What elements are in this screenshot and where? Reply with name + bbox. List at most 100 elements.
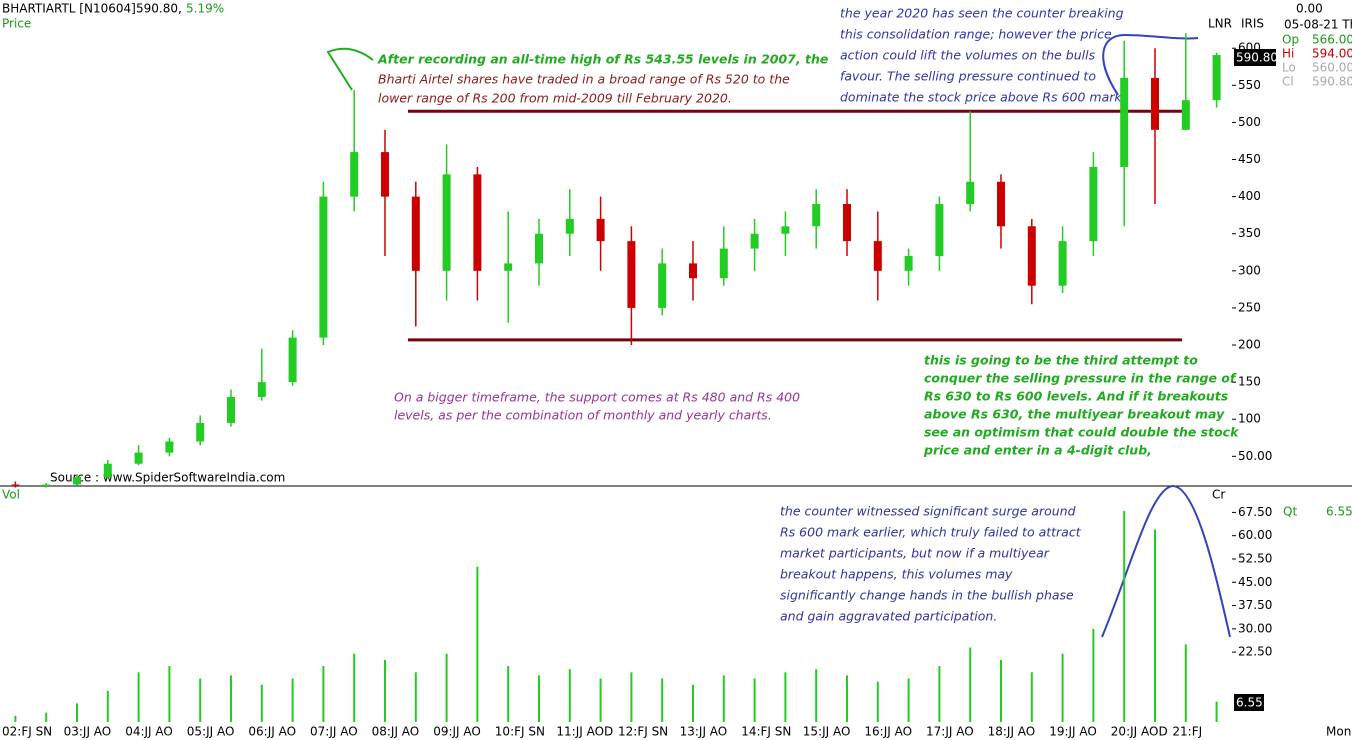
x-tick-label: 14:FJ SN xyxy=(741,725,791,739)
volume-bar xyxy=(630,672,633,722)
price: 590.80, xyxy=(136,2,182,16)
volume-bar xyxy=(876,681,879,722)
candle-body xyxy=(596,218,605,242)
candle-body xyxy=(381,152,389,197)
y-tick-label: 400 xyxy=(1238,189,1261,203)
annotation-line: significantly change hands in the bullis… xyxy=(780,588,1074,603)
candle-body xyxy=(1212,55,1221,101)
annotation-line: breakout happens, this volumes may xyxy=(780,567,1013,582)
candle-body xyxy=(750,233,759,249)
volume-bar xyxy=(907,678,910,722)
y-tick-label: 600 xyxy=(1238,41,1261,55)
volume-bar xyxy=(599,678,602,722)
volume-bar xyxy=(45,712,48,722)
volume-bar xyxy=(938,666,941,722)
annotation-line: this is going to be the third attempt to xyxy=(924,353,1198,368)
annotation-line: this consolidation range; however the pr… xyxy=(840,27,1112,42)
x-tick-label: 02:FJ SN xyxy=(2,725,52,739)
y-tick-label: 60.00 xyxy=(1238,528,1272,542)
candle-body xyxy=(1120,77,1129,167)
annotation-line: conquer the selling pressure in the rang… xyxy=(924,371,1237,386)
volume-bar xyxy=(692,684,694,722)
candle-body xyxy=(1151,77,1159,130)
candle-body xyxy=(1058,241,1067,286)
volume-bar xyxy=(568,669,571,722)
volume-bar xyxy=(538,675,540,722)
candle-body xyxy=(781,226,790,234)
y-tick-label: 150 xyxy=(1238,375,1261,389)
candle-body xyxy=(843,204,851,242)
volume-bar xyxy=(753,678,756,722)
candle-body xyxy=(350,152,359,197)
annotation-line: Rs 630 to Rs 600 levels. And if it break… xyxy=(924,389,1228,404)
volume-bar xyxy=(1061,653,1064,722)
volume-bar xyxy=(14,715,17,722)
volume-bar xyxy=(230,675,232,722)
candle-body xyxy=(689,263,697,279)
volume-bar xyxy=(1184,644,1187,722)
quote-label: Lo xyxy=(1282,61,1296,75)
y-tick-label: 350 xyxy=(1238,226,1261,240)
candle-body xyxy=(504,263,513,271)
annotation-line: favour. The selling pressure continued t… xyxy=(840,69,1096,84)
y-tick-label: 37.50 xyxy=(1238,598,1272,612)
annotation-line: On a bigger timeframe, the support comes… xyxy=(394,390,800,405)
annotation-line: above Rs 630, the multiyear breakout may xyxy=(924,407,1225,422)
y-tick-label: 52.50 xyxy=(1238,551,1272,565)
volume-bar xyxy=(445,653,448,722)
candle-body xyxy=(812,204,821,227)
y-tick-label: 50.00 xyxy=(1238,449,1272,463)
volume-bar xyxy=(846,675,848,722)
y-tick-label: 300 xyxy=(1238,263,1261,277)
annotation-line: price and enter in a 4-digit club, xyxy=(923,443,1152,458)
x-tick-label: 10:FJ SN xyxy=(495,725,545,739)
candle-body xyxy=(1027,226,1036,286)
annotation-line: After recording an all-time high of Rs 5… xyxy=(377,52,828,67)
quote-top: 0.00 xyxy=(1296,2,1323,16)
candle-body xyxy=(719,248,728,279)
y-tick-label: 30.00 xyxy=(1238,621,1272,635)
y-tick-label: 45.00 xyxy=(1238,575,1272,589)
volume-bar xyxy=(260,684,263,722)
candle-body xyxy=(103,463,112,478)
x-tick-label: 09:JJ AO xyxy=(433,725,481,739)
volume-bar xyxy=(1154,529,1156,722)
volume-bar xyxy=(722,675,725,722)
volume-bar xyxy=(476,566,479,722)
qt-label: Qt xyxy=(1283,505,1297,519)
volume-bar xyxy=(507,666,510,722)
volume-arc xyxy=(1101,484,1231,638)
x-tick-label: 18:JJ AO xyxy=(988,725,1036,739)
volume-bar xyxy=(414,672,417,722)
candle-body xyxy=(873,241,882,271)
candle-body xyxy=(658,263,667,308)
change: 5.19% xyxy=(186,2,224,16)
y-tick-label: 200 xyxy=(1238,338,1261,352)
quote-value: 590.80 xyxy=(1312,75,1352,89)
quote-value: 560.00 xyxy=(1312,61,1352,75)
last-volume: 6.55 xyxy=(1236,696,1263,710)
candle-body xyxy=(134,452,143,464)
x-tick-label: 07:JJ AO xyxy=(310,725,358,739)
candle-body xyxy=(473,174,482,271)
x-tick-label: 05:JJ AO xyxy=(187,725,235,739)
volume-bar xyxy=(199,678,202,722)
candle-body xyxy=(442,174,451,271)
volume-bar xyxy=(784,672,787,722)
iris: IRIS xyxy=(1241,17,1264,31)
x-tick-label: 08:JJ AO xyxy=(372,725,420,739)
candle-body xyxy=(1181,100,1190,130)
x-tick-label: 11:JJ AOD xyxy=(556,725,613,739)
y-tick-label: 67.50 xyxy=(1238,505,1272,519)
annotation-line: levels, as per the combination of monthl… xyxy=(394,408,772,423)
annotation-line: market participants, but now if a multiy… xyxy=(780,546,1050,561)
source: Source : www.SpiderSoftwareIndia.com xyxy=(50,471,285,485)
candle-body xyxy=(411,196,420,271)
annotation-line: dominate the stock price above Rs 600 ma… xyxy=(840,90,1126,105)
candle-body xyxy=(11,484,20,486)
volume-bar xyxy=(1000,659,1002,722)
volume-bar xyxy=(1215,701,1218,722)
day: Mon xyxy=(1326,725,1351,739)
x-tick-label: 20:JJ AOD xyxy=(1111,725,1168,739)
volume-label: Vol xyxy=(2,488,20,502)
